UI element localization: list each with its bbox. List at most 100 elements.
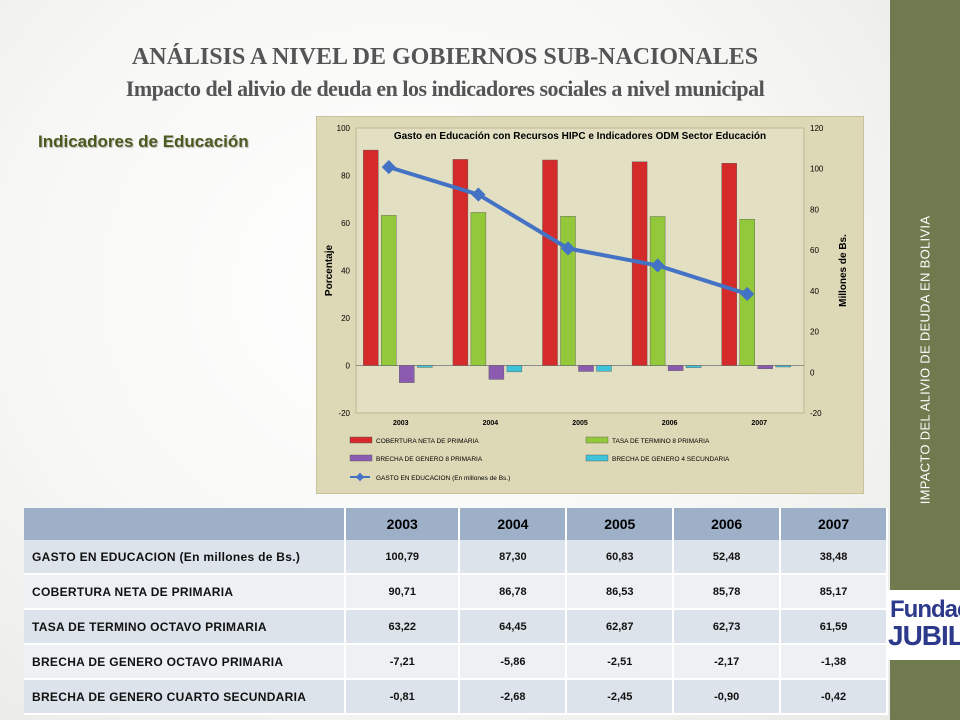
table-cell: -5,86 bbox=[459, 644, 568, 680]
line-point bbox=[740, 286, 755, 302]
table-cell: -0,81 bbox=[345, 679, 461, 715]
y-tick-label-right: 20 bbox=[810, 328, 819, 337]
y-tick-label-right: 100 bbox=[810, 165, 824, 174]
table-row: TASA DE TERMINO OCTAVO PRIMARIA 63,22 64… bbox=[24, 609, 888, 645]
y-tick-label-left: 60 bbox=[341, 219, 350, 228]
table-cell: 86,53 bbox=[566, 574, 675, 610]
table-cell: -0,90 bbox=[673, 679, 782, 715]
table-header-year: 2003 bbox=[345, 508, 461, 540]
table-cell: 85,17 bbox=[780, 574, 888, 610]
table-cell: -0,42 bbox=[780, 679, 888, 715]
section-label: Indicadores de Educación bbox=[38, 132, 249, 151]
table-cell: -2,68 bbox=[459, 679, 568, 715]
table-header-year: 2004 bbox=[459, 508, 568, 540]
y-axis-label-left: Porcentaje bbox=[324, 244, 335, 296]
bar-1 bbox=[721, 163, 737, 366]
table-cell: 63,22 bbox=[345, 609, 461, 645]
education-chart: -20 0 20 40 60 80 100 -20 0 20 40 60 80 100 120 Porcent… bbox=[324, 124, 849, 482]
bar-1 bbox=[363, 149, 379, 366]
legend-label: BRECHA DE GENERO 8 PRIMARIA bbox=[376, 456, 483, 463]
table-cell: -1,38 bbox=[780, 644, 888, 680]
table-cell: 52,48 bbox=[673, 540, 782, 575]
bar-3 bbox=[488, 365, 505, 380]
table-cell: 87,30 bbox=[459, 540, 568, 575]
bar-3 bbox=[757, 365, 773, 369]
bar-1 bbox=[542, 159, 558, 366]
logo-text-jubileo: JUBILEO bbox=[888, 620, 960, 651]
chart-title: Gasto en Educación con Recursos HIPC e I… bbox=[394, 131, 766, 142]
bar-2 bbox=[649, 216, 666, 366]
y-axis-label-right: Millones de Bs. bbox=[838, 234, 849, 307]
y-tick-label-left: 80 bbox=[341, 172, 350, 181]
bar-3 bbox=[578, 365, 594, 372]
table-row: GASTO EN EDUCACION (En millones de Bs.) … bbox=[24, 540, 888, 575]
row-label: BRECHA DE GENERO OCTAVO PRIMARIA bbox=[24, 644, 346, 680]
table-cell: -2,51 bbox=[566, 644, 675, 680]
table-cell: 100,79 bbox=[345, 540, 461, 575]
row-label: BRECHA DE GENERO CUARTO SECUNDARIA bbox=[24, 679, 346, 715]
row-label: TASA DE TERMINO OCTAVO PRIMARIA bbox=[24, 609, 346, 645]
page-subtitle: Impacto del alivio de deuda en los indic… bbox=[125, 76, 765, 101]
table-cell: 86,78 bbox=[459, 574, 568, 610]
table-header-blank bbox=[24, 508, 346, 540]
y-tick-label-right: 80 bbox=[810, 205, 819, 214]
bar-4 bbox=[685, 365, 702, 368]
legend-swatch bbox=[349, 454, 373, 462]
table-row: BRECHA DE GENERO OCTAVO PRIMARIA -7,21 -… bbox=[24, 644, 888, 680]
y-tick-label-left: -20 bbox=[338, 409, 350, 418]
legend-swatch bbox=[349, 436, 373, 444]
legend-label: BRECHA DE GENERO 4 SECUNDARIA bbox=[612, 456, 730, 463]
table-cell: 60,83 bbox=[566, 540, 675, 575]
table-cell: 90,71 bbox=[345, 574, 461, 610]
line-point bbox=[471, 187, 486, 202]
table-cell: 62,73 bbox=[673, 609, 782, 645]
table-cell: 61,59 bbox=[780, 609, 888, 645]
bar-2 bbox=[470, 212, 487, 366]
x-tick-label: 2003 bbox=[393, 420, 409, 427]
bar-4 bbox=[775, 365, 791, 368]
x-tick-label: 2005 bbox=[572, 420, 588, 427]
y-tick-label-left: 20 bbox=[341, 314, 350, 323]
y-tick-label-right: 60 bbox=[810, 246, 819, 255]
table-row: BRECHA DE GENERO CUARTO SECUNDARIA -0,81… bbox=[24, 679, 888, 715]
table-header-row: 2003 2004 2005 2006 2007 bbox=[24, 508, 888, 540]
y-tick-label-left: 40 bbox=[341, 267, 350, 276]
line-point bbox=[560, 241, 576, 256]
table-cell: -2,45 bbox=[566, 679, 675, 715]
table-header-year: 2005 bbox=[566, 508, 675, 540]
y-tick-label-left: 0 bbox=[346, 362, 351, 371]
fundacion-jubileo-logo bbox=[888, 590, 960, 660]
y-tick-label-left: 100 bbox=[337, 124, 351, 133]
page-title: ANÁLISIS A NIVEL DE GOBIERNOS SUB-NACION… bbox=[131, 44, 759, 70]
data-table: 2003 2004 2005 2006 2007 GASTO EN EDUCAC… bbox=[24, 508, 888, 715]
bar-3 bbox=[667, 365, 684, 371]
bar-4 bbox=[417, 365, 433, 368]
table-cell: 38,48 bbox=[780, 540, 888, 575]
x-tick-label: 2007 bbox=[751, 420, 767, 427]
table-header-year: 2007 bbox=[780, 508, 888, 540]
bar-2 bbox=[381, 215, 397, 366]
table-row: COBERTURA NETA DE PRIMARIA 90,71 86,78 8… bbox=[24, 574, 888, 610]
table-cell: -7,21 bbox=[345, 644, 461, 680]
table-cell: 85,78 bbox=[673, 574, 782, 610]
y-tick-label-right: 120 bbox=[810, 124, 824, 133]
table-cell: -2,17 bbox=[673, 644, 782, 680]
table-cell: 62,87 bbox=[566, 609, 675, 645]
legend-swatch bbox=[585, 436, 609, 444]
bar-2 bbox=[560, 215, 576, 366]
legend-swatch bbox=[585, 454, 609, 462]
y-tick-label-right: 0 bbox=[810, 368, 815, 377]
line-point bbox=[381, 160, 396, 175]
bar-4 bbox=[506, 365, 523, 373]
row-label: COBERTURA NETA DE PRIMARIA bbox=[24, 574, 346, 610]
bar-4 bbox=[596, 365, 612, 372]
y-tick-label-right: -20 bbox=[810, 409, 822, 418]
legend-line-marker bbox=[355, 472, 365, 482]
bar-3 bbox=[399, 365, 415, 383]
sidebar-vertical-title: IMPACTO DEL ALIVIO DE DEUDA EN BOLIVIA bbox=[917, 215, 933, 505]
row-label: GASTO EN EDUCACION (En millones de Bs.) bbox=[24, 540, 346, 575]
table-header-year: 2006 bbox=[673, 508, 782, 540]
bar-1 bbox=[452, 159, 469, 366]
logo-text-fundacion: Fundación bbox=[890, 596, 960, 623]
table-cell: 64,45 bbox=[459, 609, 568, 645]
